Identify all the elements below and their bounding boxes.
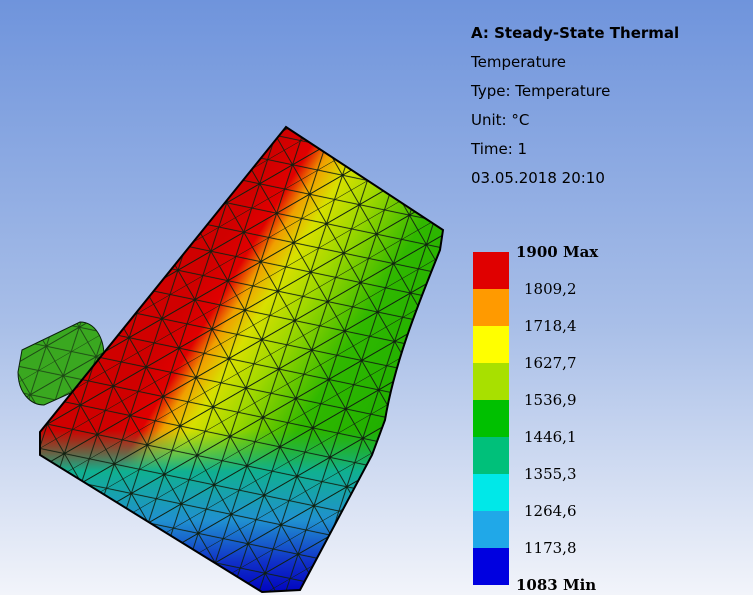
legend-label: 1173,8 [524, 539, 577, 557]
viewport: A: Steady-State Thermal Temperature Type:… [0, 0, 753, 595]
legend-band [473, 437, 509, 474]
legend-label: 1264,6 [524, 502, 577, 520]
legend-label: 1718,4 [524, 317, 577, 335]
info-line: Unit: °C [471, 111, 529, 129]
legend-label: 1446,1 [524, 428, 577, 446]
legend-label: 1536,9 [524, 391, 577, 409]
info-line: 03.05.2018 20:10 [471, 169, 605, 187]
legend-band [473, 511, 509, 548]
legend-label: 1355,3 [524, 465, 577, 483]
legend-band [473, 363, 509, 400]
legend-label: 1809,2 [524, 280, 577, 298]
model-view [0, 0, 753, 595]
result-title: A: Steady-State Thermal [471, 24, 679, 42]
legend-band [473, 548, 509, 585]
info-line: Temperature [471, 53, 566, 71]
legend-band [473, 326, 509, 363]
legend-label: 1627,7 [524, 354, 577, 372]
legend-label: 1900 Max [516, 243, 598, 261]
legend-band [473, 252, 509, 289]
info-line: Time: 1 [471, 140, 527, 158]
legend-band [473, 289, 509, 326]
info-line: Type: Temperature [471, 82, 610, 100]
legend-label: 1083 Min [516, 576, 596, 594]
legend-band [473, 474, 509, 511]
legend-band [473, 400, 509, 437]
